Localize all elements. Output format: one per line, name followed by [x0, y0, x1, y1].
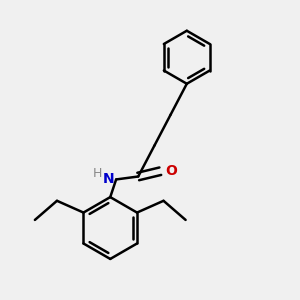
- Text: O: O: [166, 164, 178, 178]
- Text: H: H: [93, 167, 102, 180]
- Text: N: N: [103, 172, 115, 186]
